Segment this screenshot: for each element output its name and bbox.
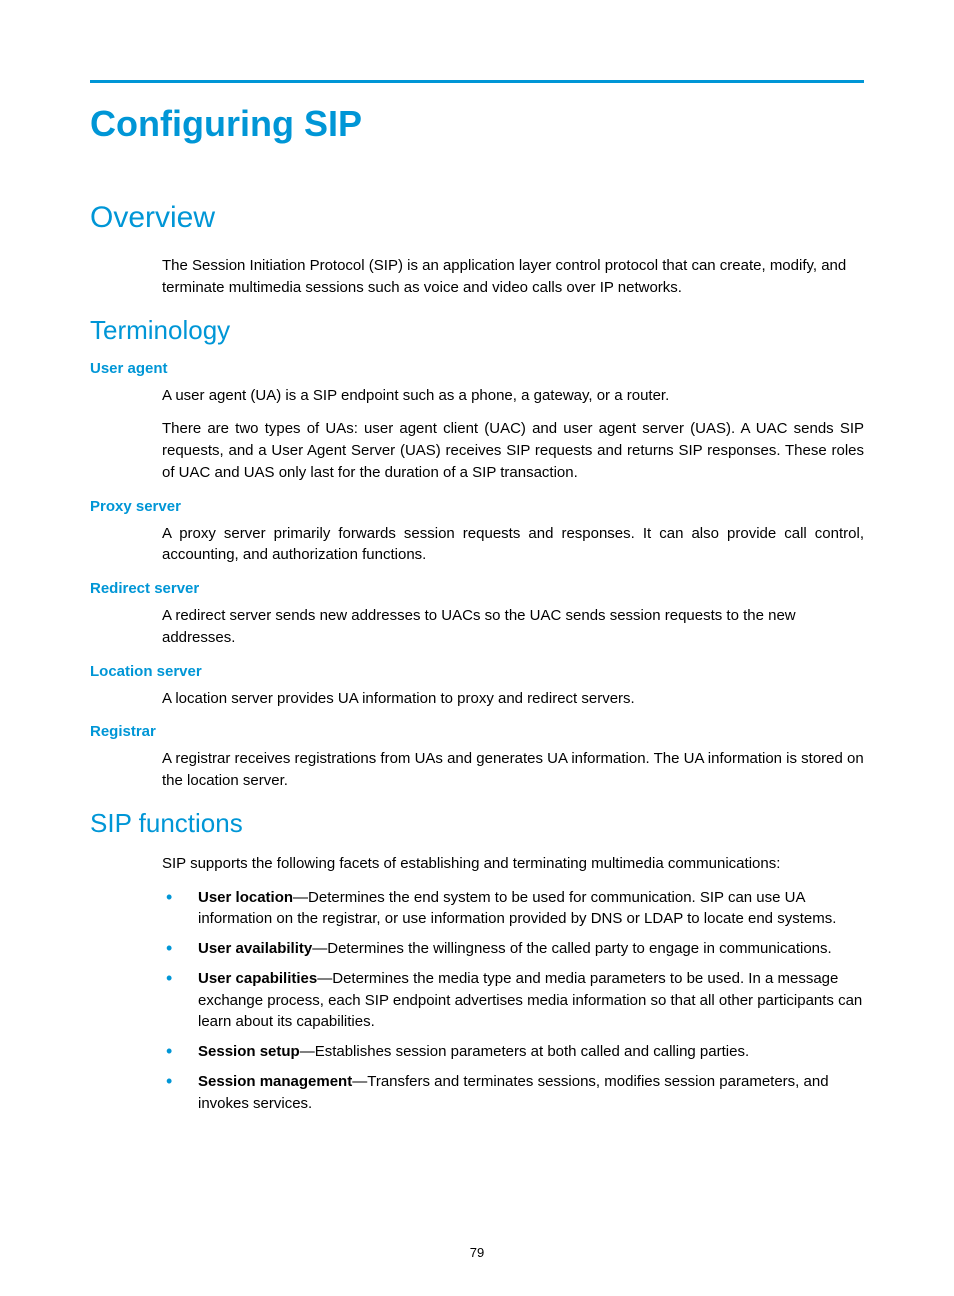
page-title: Configuring SIP [90,103,864,145]
list-term: User availability [198,940,312,957]
list-desc: —Determines the end system to be used fo… [198,889,836,928]
registrar-paragraph: A registrar receives registrations from … [162,748,864,792]
list-item: Session setup—Establishes session parame… [162,1041,864,1063]
list-term: User capabilities [198,970,317,987]
page-number: 79 [0,1245,954,1260]
heading-user-agent: User agent [90,360,864,377]
list-term: Session setup [198,1043,300,1060]
heading-location-server: Location server [90,663,864,680]
list-item: Session management—Transfers and termina… [162,1071,864,1115]
location-server-paragraph: A location server provides UA informatio… [162,688,864,710]
list-term: Session management [198,1073,352,1090]
proxy-server-paragraph: A proxy server primarily forwards sessio… [162,523,864,567]
list-desc: —Establishes session parameters at both … [300,1043,749,1060]
redirect-server-paragraph: A redirect server sends new addresses to… [162,605,864,649]
list-term: User location [198,889,293,906]
heading-redirect-server: Redirect server [90,580,864,597]
list-desc: —Determines the willingness of the calle… [312,940,831,957]
heading-proxy-server: Proxy server [90,498,864,515]
heading-terminology: Terminology [90,315,864,346]
heading-registrar: Registrar [90,723,864,740]
user-agent-paragraph-1: A user agent (UA) is a SIP endpoint such… [162,385,864,407]
sip-functions-intro: SIP supports the following facets of est… [162,853,864,875]
list-item: User location—Determines the end system … [162,887,864,931]
list-item: User capabilities—Determines the media t… [162,968,864,1033]
heading-overview: Overview [90,201,864,235]
user-agent-paragraph-2: There are two types of UAs: user agent c… [162,418,864,483]
heading-sip-functions: SIP functions [90,808,864,839]
list-item: User availability—Determines the willing… [162,938,864,960]
document-page: Configuring SIP Overview The Session Ini… [0,0,954,1296]
overview-paragraph: The Session Initiation Protocol (SIP) is… [162,255,864,299]
sip-functions-list: User location—Determines the end system … [162,887,864,1115]
top-rule [90,80,864,83]
